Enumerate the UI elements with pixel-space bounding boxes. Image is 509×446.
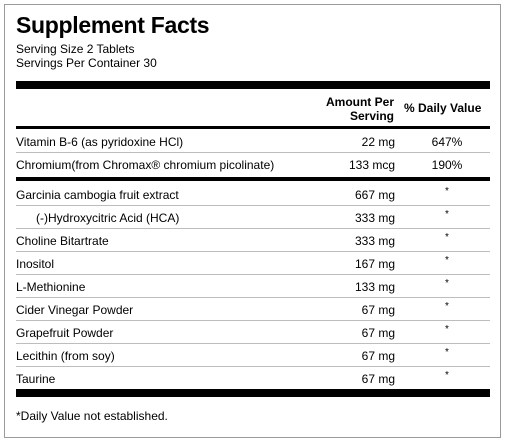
nutrient-daily-value: * xyxy=(445,232,449,243)
nutrient-daily-value: * xyxy=(445,278,449,289)
nutrient-name: Lecithin (from soy) xyxy=(16,349,115,363)
nutrient-name: Taurine xyxy=(16,372,56,386)
table-row: Vitamin B-6 (as pyridoxine HCl) 22 mg 647% xyxy=(16,130,490,153)
thick-divider-top xyxy=(16,81,490,89)
nutrient-daily-value: * xyxy=(445,186,449,197)
nutrient-amount: 333 mg xyxy=(354,211,395,225)
header-divider xyxy=(16,126,490,129)
nutrient-name: Choline Bitartrate xyxy=(16,234,109,248)
table-row: Taurine 67 mg * xyxy=(16,367,490,390)
daily-value-header: % Daily Value xyxy=(404,101,482,115)
row-separator xyxy=(16,152,490,153)
row-separator xyxy=(16,366,490,367)
nutrient-name: L-Methionine xyxy=(16,280,86,294)
nutrient-amount: 333 mg xyxy=(354,234,395,248)
amount-per-serving-header: Amount Per Serving xyxy=(326,95,394,123)
nutrient-daily-value: * xyxy=(445,324,449,335)
nutrient-amount: 67 mg xyxy=(361,303,395,317)
nutrient-daily-value: 647% xyxy=(431,135,463,149)
footnote: *Daily Value not established. xyxy=(16,409,168,423)
nutrient-name: (-)Hydroxycitric Acid (HCA) xyxy=(36,211,180,225)
row-separator xyxy=(16,228,490,229)
section-divider xyxy=(16,177,490,181)
table-row: Choline Bitartrate 333 mg * xyxy=(16,229,490,252)
row-separator xyxy=(16,251,490,252)
row-separator xyxy=(16,343,490,344)
table-row: Cider Vinegar Powder 67 mg * xyxy=(16,298,490,321)
nutrient-amount: 22 mg xyxy=(361,135,395,149)
nutrient-name: Cider Vinegar Powder xyxy=(16,303,134,317)
nutrient-name: Inositol xyxy=(16,257,55,271)
nutrient-amount: 133 mg xyxy=(354,280,395,294)
panel-title: Supplement Facts xyxy=(16,12,210,38)
row-separator xyxy=(16,297,490,298)
amount-header-line2: Serving xyxy=(349,109,394,123)
nutrient-name: Chromium(from Chromax® chromium picolina… xyxy=(16,158,275,172)
table-row: Garcinia cambogia fruit extract 667 mg * xyxy=(16,183,490,206)
table-row: Inositol 167 mg * xyxy=(16,252,490,275)
amount-header-line1: Amount Per xyxy=(325,95,394,109)
servings-per-container: Servings Per Container 30 xyxy=(16,56,157,70)
nutrient-amount: 167 mg xyxy=(354,257,395,271)
nutrient-name: Vitamin B-6 (as pyridoxine HCl) xyxy=(16,135,184,149)
nutrient-daily-value: * xyxy=(445,370,449,381)
nutrient-name: Grapefruit Powder xyxy=(16,326,114,340)
table-row: Grapefruit Powder 67 mg * xyxy=(16,321,490,344)
nutrient-amount: 67 mg xyxy=(361,349,395,363)
nutrient-daily-value: * xyxy=(445,255,449,266)
row-separator xyxy=(16,320,490,321)
table-row: (-)Hydroxycitric Acid (HCA) 333 mg * xyxy=(16,206,490,229)
nutrient-daily-value: * xyxy=(445,301,449,312)
nutrient-daily-value: * xyxy=(445,347,449,358)
nutrient-amount: 67 mg xyxy=(361,372,395,386)
thick-divider-bottom xyxy=(16,389,490,397)
nutrient-amount: 133 mcg xyxy=(348,158,395,172)
supplement-facts-panel: Supplement Facts Serving Size 2 Tablets … xyxy=(4,4,501,438)
nutrient-name: Garcinia cambogia fruit extract xyxy=(16,188,179,202)
nutrient-daily-value: * xyxy=(445,209,449,220)
serving-size: Serving Size 2 Tablets xyxy=(16,42,135,56)
table-row: L-Methionine 133 mg * xyxy=(16,275,490,298)
table-row: Chromium(from Chromax® chromium picolina… xyxy=(16,153,490,176)
table-row: Lecithin (from soy) 67 mg * xyxy=(16,344,490,367)
nutrient-amount: 67 mg xyxy=(361,326,395,340)
nutrient-daily-value: 190% xyxy=(431,158,463,172)
row-separator xyxy=(16,274,490,275)
row-separator xyxy=(16,205,490,206)
nutrient-amount: 667 mg xyxy=(354,188,395,202)
